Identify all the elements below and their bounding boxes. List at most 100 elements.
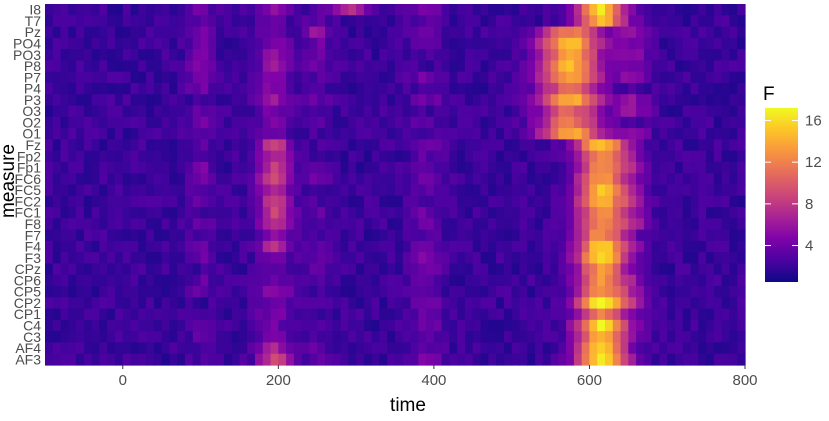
heatmap-cell [597,229,606,242]
heatmap-cell [340,94,349,107]
heatmap-cell [659,195,668,208]
heatmap-cell [636,319,645,332]
heatmap-cell [363,173,373,186]
heatmap-cell [737,297,746,310]
heatmap-cell [278,308,287,321]
heatmap-cell [76,82,85,95]
heatmap-cell [223,116,233,129]
heatmap-cell [239,308,248,321]
heatmap-cell [45,4,54,16]
heatmap-cell [402,71,412,84]
heatmap-cell [527,286,536,298]
heatmap-cell [185,4,194,16]
heatmap-cell [231,252,241,265]
heatmap-cell [146,263,155,276]
heatmap-cell [356,319,365,332]
heatmap-cell [612,263,622,276]
heatmap-cell [99,4,108,16]
heatmap-cell [558,71,567,84]
heatmap-cell [286,26,295,39]
heatmap-cell [426,286,435,298]
heatmap-cell [472,60,482,73]
heatmap-cell [91,263,101,276]
heatmap-cell [83,207,93,219]
heatmap-cell [68,49,77,62]
heatmap-cell [511,49,521,62]
heatmap-cell [441,173,451,186]
heatmap-cell [605,286,614,298]
heatmap-cell [83,173,93,186]
heatmap-cell [255,342,264,355]
heatmap-cell [348,94,357,107]
heatmap-cell [262,308,272,321]
heatmap-cell [480,128,489,140]
heatmap-cell [83,274,93,287]
heatmap-cell [216,319,225,332]
heatmap-cell [441,297,451,310]
heatmap-cell [535,218,544,231]
heatmap-cell [503,342,513,355]
heatmap-cell [488,37,497,50]
heatmap-cell [286,94,295,107]
heatmap-cell [146,308,155,321]
heatmap-cell [309,319,318,332]
heatmap-cell [643,94,653,107]
heatmap-cell [441,274,451,287]
heatmap-cell [293,184,303,197]
heatmap-cell [216,218,225,231]
heatmap-cell [363,4,373,16]
heatmap-cell [325,195,334,208]
heatmap-cell [488,274,497,287]
heatmap-cell [433,116,443,129]
heatmap-cell [690,184,699,197]
heatmap-cell [91,94,101,107]
heatmap-cell [511,105,521,118]
heatmap-cell [480,161,489,174]
heatmap-cell [146,274,155,287]
heatmap-cell [60,297,69,310]
heatmap-cell [192,82,202,95]
heatmap-cell [511,342,521,355]
heatmap-cell [200,15,209,28]
heatmap-cell [239,94,248,107]
heatmap-cell [620,150,629,163]
heatmap-cell [729,94,738,107]
heatmap-cell [503,82,513,95]
heatmap-cell [449,150,458,163]
heatmap-cell [612,240,622,253]
heatmap-cell [729,229,738,242]
heatmap-cell [122,240,132,253]
heatmap-cell [379,26,388,39]
heatmap-cell [231,71,241,84]
heatmap-cell [441,331,451,344]
heatmap-cell [325,26,334,39]
heatmap-cell [185,82,194,95]
heatmap-cell [472,150,482,163]
heatmap-cell [465,150,474,163]
heatmap-cell [737,26,746,39]
heatmap-cell [418,150,427,163]
heatmap-cell [480,94,489,107]
heatmap-cell [721,105,731,118]
heatmap-cell [721,94,731,107]
heatmap-cell [472,4,482,16]
heatmap-cell [729,128,738,140]
heatmap-cell [60,128,69,140]
heatmap-cell [667,263,676,276]
heatmap-cell [293,342,303,355]
heatmap-cell [519,150,528,163]
heatmap-cell [535,128,544,140]
heatmap-cell [239,128,248,140]
heatmap-cell [192,37,202,50]
heatmap-cell [363,37,373,50]
heatmap-cell [488,240,497,253]
heatmap-cell [270,308,279,321]
heatmap-cell [255,82,264,95]
heatmap-cell [566,297,575,310]
heatmap-cell [138,94,147,107]
heatmap-cell [262,37,272,50]
heatmap-cell [262,49,272,62]
heatmap-cell [262,274,272,287]
heatmap-cell [192,297,202,310]
heatmap-cell [690,331,699,344]
